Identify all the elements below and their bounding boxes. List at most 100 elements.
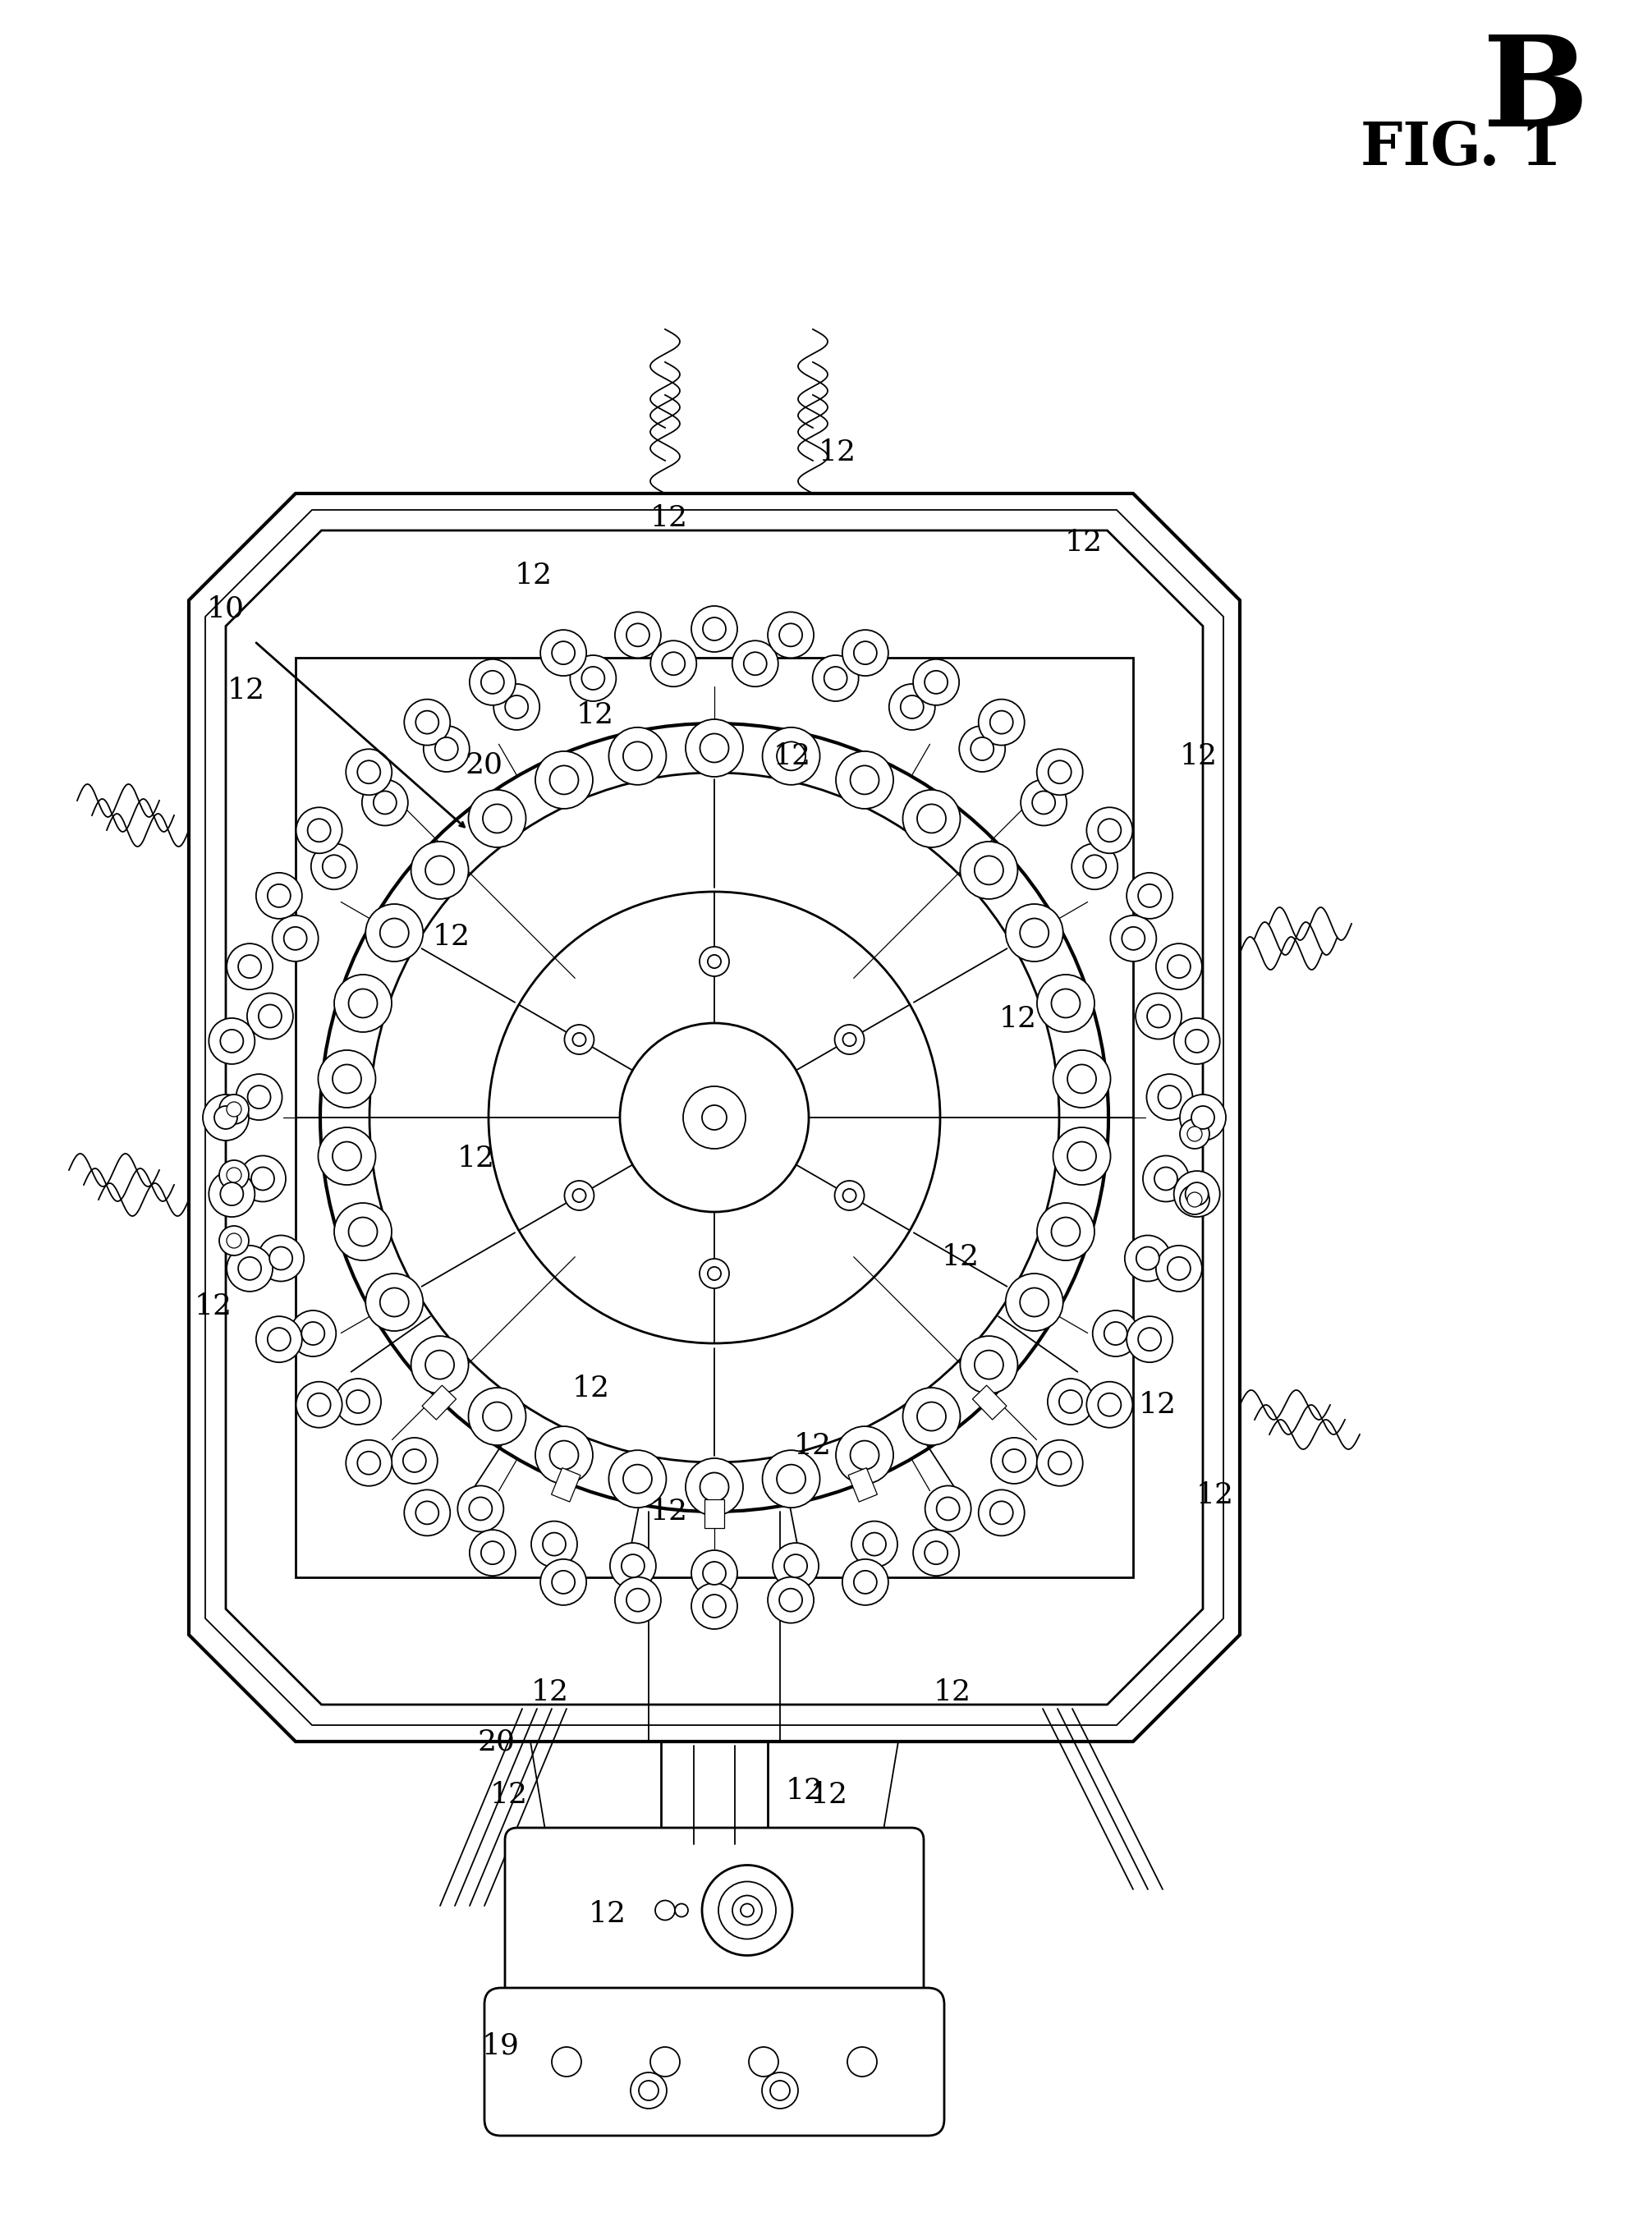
Circle shape xyxy=(335,1378,382,1425)
Bar xyxy=(973,1385,1006,1420)
Text: 12: 12 xyxy=(651,1498,689,1525)
Circle shape xyxy=(748,2048,778,2077)
Circle shape xyxy=(552,1572,575,1594)
Circle shape xyxy=(651,2048,681,2077)
Circle shape xyxy=(349,988,377,1017)
Circle shape xyxy=(357,761,380,784)
Circle shape xyxy=(434,737,458,761)
Circle shape xyxy=(573,1033,586,1046)
Circle shape xyxy=(843,1033,856,1046)
Circle shape xyxy=(405,699,449,746)
Circle shape xyxy=(889,683,935,730)
Circle shape xyxy=(620,1024,809,1211)
Circle shape xyxy=(220,1227,249,1255)
Circle shape xyxy=(1158,1086,1181,1109)
Circle shape xyxy=(535,1427,593,1485)
Circle shape xyxy=(362,779,408,826)
Circle shape xyxy=(307,1393,330,1416)
Circle shape xyxy=(284,926,307,951)
Circle shape xyxy=(1072,844,1118,890)
Circle shape xyxy=(1037,750,1082,795)
Circle shape xyxy=(836,1427,894,1485)
Circle shape xyxy=(1175,1017,1219,1064)
Circle shape xyxy=(1051,1218,1080,1247)
Circle shape xyxy=(220,1182,243,1206)
Text: 12: 12 xyxy=(491,1781,529,1810)
Circle shape xyxy=(392,1438,438,1485)
Circle shape xyxy=(1037,1202,1095,1260)
Circle shape xyxy=(1155,1166,1178,1191)
Circle shape xyxy=(917,804,947,833)
Circle shape xyxy=(847,2048,877,2077)
Bar xyxy=(704,1500,724,1527)
Circle shape xyxy=(615,1576,661,1623)
Circle shape xyxy=(481,1540,504,1565)
Circle shape xyxy=(469,1529,515,1576)
Circle shape xyxy=(763,1449,819,1507)
Circle shape xyxy=(1143,1155,1189,1202)
Circle shape xyxy=(1110,915,1156,962)
Text: 12: 12 xyxy=(819,439,856,467)
Circle shape xyxy=(236,1075,282,1120)
Circle shape xyxy=(843,1189,856,1202)
Circle shape xyxy=(256,873,302,919)
Circle shape xyxy=(610,1543,656,1589)
Circle shape xyxy=(1127,873,1173,919)
Circle shape xyxy=(1006,904,1062,962)
Circle shape xyxy=(813,654,859,701)
Text: 12: 12 xyxy=(999,1004,1037,1033)
Circle shape xyxy=(834,1024,864,1055)
Polygon shape xyxy=(188,494,1239,1741)
Circle shape xyxy=(1138,1329,1161,1351)
Circle shape xyxy=(851,1440,879,1469)
Circle shape xyxy=(226,1247,273,1291)
Circle shape xyxy=(623,1465,653,1494)
Circle shape xyxy=(1168,955,1191,977)
Circle shape xyxy=(740,1903,753,1917)
Circle shape xyxy=(411,1336,469,1393)
Circle shape xyxy=(307,819,330,841)
Circle shape xyxy=(780,1589,803,1612)
Circle shape xyxy=(732,1897,762,1925)
Circle shape xyxy=(544,1534,565,1556)
Circle shape xyxy=(960,1336,1018,1393)
Circle shape xyxy=(416,710,439,735)
Circle shape xyxy=(570,654,616,701)
Circle shape xyxy=(834,1180,864,1211)
Circle shape xyxy=(1180,1095,1226,1140)
Circle shape xyxy=(851,1520,897,1567)
Circle shape xyxy=(345,1440,392,1487)
Circle shape xyxy=(302,1322,324,1345)
Circle shape xyxy=(1099,819,1122,841)
Circle shape xyxy=(1047,1378,1094,1425)
Circle shape xyxy=(258,1235,304,1282)
Circle shape xyxy=(296,1382,342,1427)
Text: 12: 12 xyxy=(515,561,552,590)
Circle shape xyxy=(615,612,661,659)
Text: 20: 20 xyxy=(466,750,504,779)
Circle shape xyxy=(357,1451,380,1474)
Circle shape xyxy=(573,1189,586,1202)
Circle shape xyxy=(322,855,345,877)
Text: 12: 12 xyxy=(795,1431,831,1460)
Circle shape xyxy=(691,1583,737,1629)
Circle shape xyxy=(990,1500,1013,1525)
Circle shape xyxy=(914,1529,960,1576)
Circle shape xyxy=(824,668,847,690)
Circle shape xyxy=(1122,926,1145,951)
Circle shape xyxy=(1191,1106,1214,1129)
Circle shape xyxy=(1051,988,1080,1017)
Text: 20: 20 xyxy=(477,1727,515,1756)
Circle shape xyxy=(226,944,273,991)
Circle shape xyxy=(686,1458,743,1516)
Text: 19: 19 xyxy=(482,2032,520,2059)
Circle shape xyxy=(702,1563,725,1585)
Circle shape xyxy=(914,659,960,706)
Circle shape xyxy=(1099,1393,1122,1416)
Circle shape xyxy=(423,726,469,772)
Circle shape xyxy=(220,1095,249,1124)
Circle shape xyxy=(925,670,948,695)
Circle shape xyxy=(540,630,586,677)
Circle shape xyxy=(1032,790,1056,815)
Circle shape xyxy=(621,1554,644,1578)
